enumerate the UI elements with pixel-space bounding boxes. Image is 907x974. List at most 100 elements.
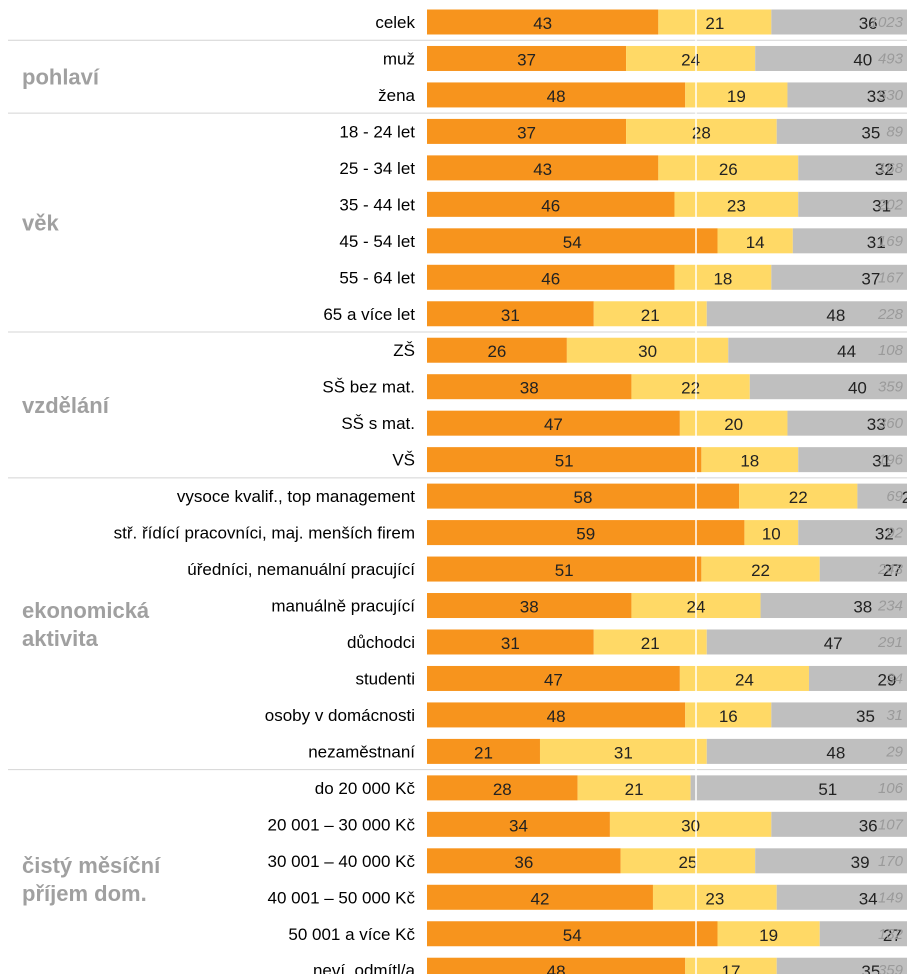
bar-segment	[690, 775, 907, 801]
bar-segment	[427, 191, 675, 217]
bar-segment	[739, 483, 858, 509]
bar-segment	[685, 957, 777, 974]
bar-segment	[787, 410, 907, 436]
group-label: vzdělání	[22, 393, 110, 418]
row-label: 35 - 44 let	[339, 195, 415, 214]
bar-segment	[717, 228, 793, 254]
bar-segment	[652, 884, 777, 910]
bar-segment	[626, 118, 777, 144]
value-label: 23	[705, 889, 724, 908]
sample-size-label: 167	[878, 269, 904, 286]
value-label: 51	[818, 780, 837, 799]
value-label: 42	[531, 889, 550, 908]
row-label: 18 - 24 let	[339, 122, 415, 141]
bar-segment	[427, 811, 610, 837]
bar-segment	[771, 264, 907, 290]
bar-segment	[792, 228, 907, 254]
sample-size-label: 196	[878, 452, 904, 469]
bar-segment	[577, 775, 691, 801]
sample-size-label: 291	[877, 634, 903, 651]
row-label: 40 001 – 50 000 Kč	[268, 888, 416, 907]
bar-segment	[658, 155, 799, 181]
bar-segment	[427, 884, 653, 910]
bar-segment	[427, 957, 686, 974]
bar-segment	[427, 483, 740, 509]
value-label: 18	[740, 452, 759, 471]
value-label: 31	[872, 452, 891, 471]
value-label: 47	[824, 634, 843, 653]
bar-segment	[798, 520, 907, 546]
value-label: 38	[520, 598, 539, 617]
value-label: 20	[902, 488, 907, 507]
bar-segment	[755, 45, 907, 71]
bar-segment	[427, 738, 540, 764]
value-label: 40	[853, 50, 872, 69]
bar-segment	[427, 921, 718, 947]
bar-segment	[701, 556, 820, 582]
bar-segment	[771, 9, 907, 35]
bar-segment	[706, 629, 907, 655]
value-label: 24	[735, 670, 754, 689]
row-label: studenti	[355, 669, 415, 688]
value-label: 16	[719, 707, 738, 726]
bar-segment	[427, 593, 632, 619]
value-label: 51	[555, 561, 574, 580]
bar-segment	[620, 848, 756, 874]
value-label: 14	[746, 233, 765, 252]
value-label: 36	[514, 853, 533, 872]
value-label: 46	[541, 269, 560, 288]
row-label: ZŠ	[393, 341, 415, 360]
bar-segment	[857, 483, 907, 509]
bar-segment	[776, 957, 907, 974]
value-label: 29	[878, 670, 897, 689]
bar-segment	[427, 374, 632, 400]
row-label: 45 - 54 let	[339, 232, 415, 251]
sample-size-label: 360	[878, 415, 904, 432]
sample-size-label: 29	[885, 743, 903, 760]
bar-segment	[427, 410, 680, 436]
value-label: 21	[641, 306, 660, 325]
value-label: 44	[837, 342, 856, 361]
bar-segment	[427, 301, 594, 327]
sample-size-label: 1023	[870, 14, 904, 31]
sample-size-label: 169	[878, 233, 904, 250]
value-label: 28	[692, 123, 711, 142]
value-label: 48	[547, 87, 566, 106]
value-label: 35	[861, 962, 880, 974]
bar-segment	[593, 629, 707, 655]
bar-segment	[706, 301, 907, 327]
row-label: VŠ	[392, 451, 415, 470]
sample-size-label: 108	[878, 342, 904, 359]
row-label: SŠ bez mat.	[322, 378, 415, 397]
value-label: 38	[853, 598, 872, 617]
value-label: 58	[574, 488, 593, 507]
sample-size-label: 359	[878, 962, 904, 974]
value-label: 59	[576, 525, 595, 544]
sample-size-label: 359	[878, 379, 904, 396]
bar-segment	[819, 556, 907, 582]
value-label: 47	[544, 415, 563, 434]
bar-segment	[427, 118, 627, 144]
bar-segment	[808, 665, 907, 691]
value-label: 30	[638, 342, 657, 361]
value-label: 46	[541, 196, 560, 215]
row-label: manuálně pracující	[271, 597, 415, 616]
value-label: 48	[547, 962, 566, 974]
row-label: SŠ s mat.	[341, 414, 415, 433]
value-label: 10	[762, 525, 781, 544]
value-label: 31	[614, 743, 633, 762]
value-label: 21	[474, 743, 493, 762]
bar-segment	[427, 228, 718, 254]
row-label: do 20 000 Kč	[315, 779, 416, 798]
bar-segment	[566, 337, 729, 363]
value-label: 48	[826, 306, 845, 325]
bar-segment	[674, 191, 799, 217]
bar-segment	[427, 45, 627, 71]
bar-segment	[755, 848, 907, 874]
row-label: 55 - 64 let	[339, 268, 415, 287]
sample-size-label: 149	[878, 889, 904, 906]
bar-segment	[798, 155, 907, 181]
bar-segment	[787, 82, 907, 108]
